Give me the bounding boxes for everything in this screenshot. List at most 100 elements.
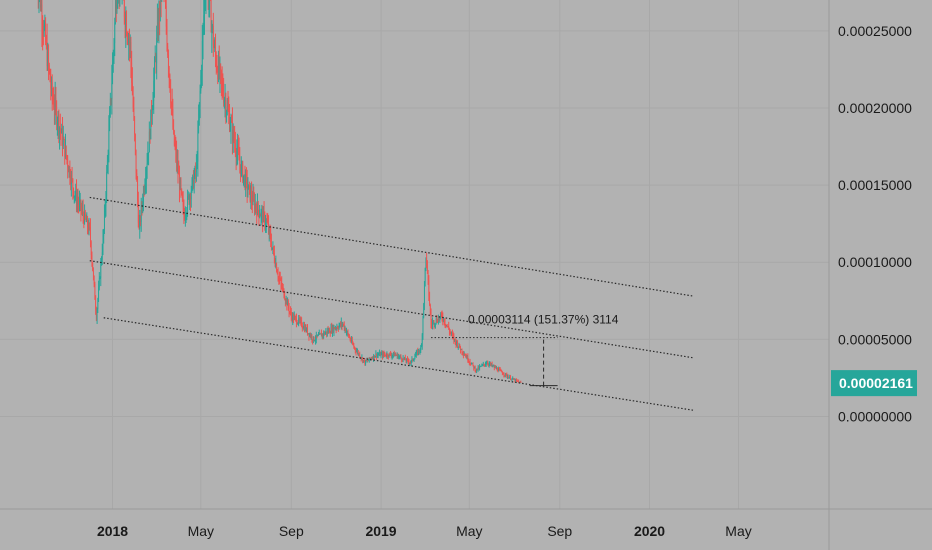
candle-body [504,373,506,376]
candle-body [318,334,319,336]
candle-body [155,59,157,64]
candle-body [362,357,364,362]
candle-body [298,318,300,324]
candle-body [460,349,462,350]
candle-body [165,6,167,27]
price-range-measurement[interactable]: 0.00003114 (151.37%) 3114 [431,313,619,387]
channel-line-lower[interactable] [103,317,694,411]
candle-body [499,369,501,371]
candle-body [465,355,467,357]
candle-body [311,335,313,340]
candle-body [371,358,373,359]
candle-body [53,99,55,108]
candle-body [77,200,79,203]
candle-body [115,5,117,12]
candle-body [274,260,276,267]
candle-body [101,252,103,260]
candle-body [404,357,405,359]
candle-body [262,211,264,223]
candle-body [134,134,136,150]
candle-body [58,115,60,134]
candle-body [67,159,69,168]
candle-body [191,179,193,192]
candle-body [446,325,447,326]
candle-body [190,195,191,200]
candle-body [78,202,80,206]
candle-body [106,160,108,173]
candle-body [314,340,316,342]
candle-body [146,163,148,170]
x-tick-label: 2019 [365,523,396,539]
candle-body [62,139,64,146]
candle-body [143,190,144,204]
candle-body [501,370,503,373]
candle-body [292,315,294,321]
candle-body [254,204,256,210]
candle-body [449,329,450,332]
candle-body [491,363,493,366]
candle-body [508,377,510,379]
candle-body [69,167,71,180]
y-axis[interactable]: 0.00025000 0.00020000 0.00015000 0.00010000… [838,23,912,425]
candle-body [340,323,341,326]
y-tick-label: 0.00005000 [838,331,912,347]
candle-body [183,205,185,217]
y-tick-label: 0.00010000 [838,254,912,270]
candle-body [486,362,488,365]
candle-body [288,307,290,312]
y-tick-label: 0.00015000 [838,177,912,193]
candle-body [372,358,374,359]
candle-body [358,353,360,355]
candle-body [254,199,255,210]
candle-body [325,331,327,333]
candle-body [436,318,438,322]
candle-body [50,81,52,89]
x-axis[interactable]: 2018 May Sep 2019 May Sep 2020 May [97,523,752,539]
candle-body [108,129,110,156]
candle-body [139,218,141,229]
candle-body [59,127,60,134]
candle-body [457,342,458,347]
candle-body [459,344,461,348]
candle-body [507,376,509,379]
candle-body [430,312,432,324]
candles [37,0,522,384]
candle-body [249,185,251,201]
candle-body [321,333,323,337]
candle-body [296,317,297,324]
candle-body [59,127,61,131]
candle-body [40,0,41,8]
candle-body [297,323,299,324]
candle-body [176,150,177,164]
candle-body [273,253,275,261]
candle-body [172,109,174,128]
candle-body [237,146,239,152]
candle-body [487,362,489,365]
candle-body [428,280,430,297]
candle-body [318,333,320,335]
candle-body [462,352,464,354]
candle-body [368,357,370,361]
candle-body [445,324,447,326]
candle-body [476,368,478,372]
candle-body [351,339,353,342]
candle-body [378,354,380,356]
trend-channel[interactable] [89,196,694,411]
candle-body [116,0,118,12]
candle-body [223,93,225,103]
candle-body [410,360,412,363]
candle-body [86,217,88,222]
candle-body [307,333,309,335]
candle-body [255,204,257,209]
candle-body [294,316,296,318]
channel-line-middle[interactable] [89,260,694,359]
candle-body [102,236,104,253]
candle-body [309,334,311,337]
channel-line-upper[interactable] [89,196,694,297]
candle-body [461,349,463,353]
candle-body [96,308,98,320]
candle-body [505,373,507,375]
candle-body [126,18,127,35]
